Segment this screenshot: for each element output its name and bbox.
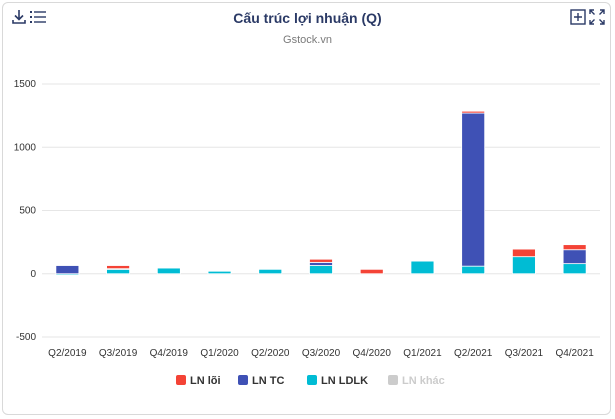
bar-segment[interactable] — [410, 260, 435, 262]
bar-segment[interactable] — [258, 268, 283, 275]
x-tick-label: Q3/2020 — [302, 348, 341, 359]
bar-segment[interactable] — [512, 248, 536, 258]
y-tick-label: 1000 — [14, 142, 37, 153]
menu-icon[interactable] — [29, 8, 47, 26]
y-tick-label: 500 — [19, 206, 36, 217]
legend-label[interactable]: LN LDLK — [321, 375, 368, 387]
x-tick-label: Q2/2021 — [454, 348, 493, 359]
bar-segment[interactable] — [410, 260, 435, 275]
bar-segment[interactable] — [309, 261, 333, 266]
x-tick-label: Q3/2021 — [505, 348, 544, 359]
chart-container — [2, 2, 611, 415]
x-tick-label: Q2/2019 — [48, 348, 87, 359]
fullscreen-icon[interactable] — [588, 8, 606, 26]
bar-segment[interactable] — [106, 268, 130, 275]
legend-swatch[interactable] — [238, 375, 248, 385]
x-tick-label: Q1/2020 — [200, 348, 239, 359]
bar-segment[interactable] — [309, 265, 333, 275]
legend-swatch[interactable] — [388, 375, 398, 385]
bar-segment[interactable] — [461, 112, 486, 267]
bar-segment[interactable] — [106, 265, 130, 270]
x-tick-label: Q1/2021 — [403, 348, 442, 359]
bar-segment[interactable] — [562, 263, 587, 275]
y-tick-label: -500 — [16, 332, 36, 343]
legend-label[interactable]: LN khác — [402, 375, 445, 387]
bar-segment[interactable] — [309, 258, 333, 263]
bar-segment[interactable] — [461, 110, 486, 114]
y-tick-label: 1500 — [14, 79, 37, 90]
legend-label[interactable]: LN TC — [252, 375, 284, 387]
bar-segment[interactable] — [562, 244, 587, 251]
legend-swatch[interactable] — [176, 375, 186, 385]
bar-segment[interactable] — [359, 268, 384, 275]
x-tick-label: Q2/2020 — [251, 348, 290, 359]
x-tick-label: Q4/2021 — [555, 348, 594, 359]
chart-subtitle: Gstock.vn — [283, 34, 332, 46]
bar-segment[interactable] — [562, 249, 587, 265]
add-box-icon[interactable] — [569, 8, 587, 26]
download-icon[interactable] — [10, 8, 28, 26]
x-tick-label: Q4/2020 — [353, 348, 392, 359]
y-tick-label: 0 — [30, 269, 36, 280]
bar-segment[interactable] — [512, 256, 536, 275]
legend-swatch[interactable] — [307, 375, 317, 385]
legend-label[interactable]: LN lõi — [190, 375, 221, 387]
bar-segment[interactable] — [55, 265, 80, 275]
bar-segment[interactable] — [207, 270, 232, 275]
x-tick-label: Q3/2019 — [99, 348, 138, 359]
x-tick-label: Q4/2019 — [150, 348, 189, 359]
bar-segment[interactable] — [156, 267, 181, 275]
chart-title: Cấu trúc lợi nhuận (Q) — [233, 10, 382, 26]
bar-segment[interactable] — [461, 265, 486, 275]
